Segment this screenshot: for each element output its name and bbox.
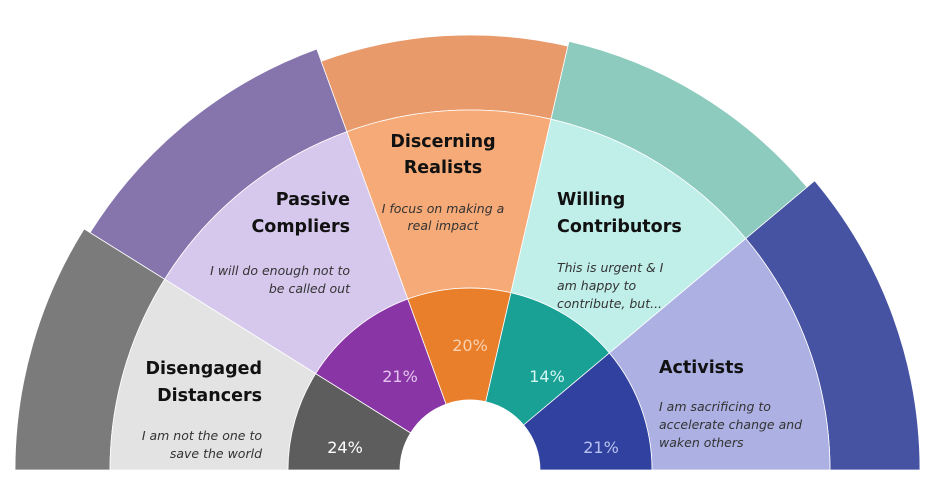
segment-title-line: Disengaged [145, 359, 262, 379]
segment-title-line: Compliers [251, 217, 350, 237]
segment-title-line: Activists [659, 358, 744, 378]
segment-percent: 20% [452, 336, 488, 355]
segment-percent: 21% [382, 367, 418, 386]
segment-title-line: Discerning [390, 132, 495, 152]
segment-subtitle-line: contribute, but... [557, 296, 662, 311]
segment-title-line: Distancers [157, 386, 262, 406]
segment-activists: Activists I am sacrificing to accelerate… [583, 358, 802, 457]
segment-subtitle-line: save the world [170, 446, 262, 461]
segment-percent: 21% [583, 438, 619, 457]
segment-subtitle-line: I am sacrificing to [659, 399, 771, 414]
segment-percent: 14% [529, 367, 565, 386]
segment-disengaged-distancers: Disengaged Distancers I am not the one t… [142, 359, 363, 461]
segment-subtitle-line: am happy to [557, 278, 637, 293]
segment-subtitle-line: I focus on making a [382, 201, 505, 216]
segment-percent: 24% [327, 438, 363, 457]
segment-title-line: Passive [276, 190, 350, 210]
segment-passive-compliers: Passive Compliers I will do enough not t… [210, 190, 418, 386]
segment-title-line: Realists [404, 158, 482, 178]
segment-subtitle-line: accelerate change and [659, 417, 802, 432]
segment-subtitle-line: This is urgent & I [557, 260, 664, 275]
segment-subtitle-line: waken others [659, 435, 744, 450]
segment-subtitle-line: real impact [408, 218, 480, 233]
segment-discerning-realists: Discerning Realists I focus on making a … [382, 132, 505, 355]
segment-subtitle-line: be called out [269, 281, 351, 296]
center-hole [400, 400, 540, 470]
segment-title-line: Willing [557, 190, 625, 210]
segment-subtitle-line: I am not the one to [142, 428, 263, 443]
segment-subtitle-line: I will do enough not to [210, 263, 350, 278]
segment-willing-contributors: Willing Contributors This is urgent & I … [529, 190, 682, 386]
segment-title-line: Contributors [557, 217, 682, 237]
